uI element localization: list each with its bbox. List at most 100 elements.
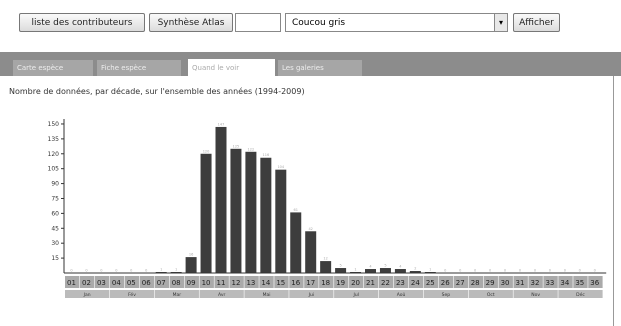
- x-tick-label: 04: [112, 279, 121, 287]
- y-tick-label: 75: [51, 195, 59, 202]
- bar-value-label: 116: [263, 153, 270, 157]
- x-tick-label: 34: [560, 279, 569, 287]
- decade-cell: [109, 276, 125, 288]
- x-tick-label: 35: [575, 279, 584, 287]
- bar-value-label: 0: [489, 269, 491, 273]
- bar-value-label: 42: [308, 227, 312, 231]
- month-cell: [513, 290, 558, 298]
- x-tick-label: 14: [261, 279, 270, 287]
- bar: [335, 268, 347, 273]
- tab-label: Quand le voir: [192, 63, 240, 72]
- bar-value-label: 1: [429, 268, 431, 272]
- bar-value-label: 120: [203, 149, 210, 153]
- month-cell: [289, 290, 334, 298]
- bar-value-label: 0: [100, 269, 102, 273]
- x-tick-label: 12: [231, 279, 240, 287]
- x-tick-label: 16: [291, 279, 300, 287]
- y-tick-label: 90: [51, 181, 59, 188]
- atlas-synthesis-button[interactable]: Synthèse Atlas: [149, 13, 233, 32]
- decade-cell: [289, 276, 304, 288]
- tab-label: Carte espèce: [17, 64, 64, 72]
- x-tick-label: 18: [321, 279, 330, 287]
- decade-cell: [453, 276, 469, 288]
- show-button[interactable]: Afficher: [513, 13, 560, 32]
- bar: [394, 269, 406, 273]
- month-cell: [558, 290, 603, 298]
- y-tick-label: 105: [48, 166, 60, 173]
- x-tick-label: 30: [501, 279, 510, 287]
- decade-cell: [65, 276, 80, 288]
- bar-value-label: 2: [414, 267, 416, 271]
- x-tick-label: 17: [306, 279, 315, 287]
- tab-les-galeries[interactable]: Les galeries: [278, 60, 362, 76]
- y-tick-label: 30: [51, 240, 59, 247]
- decade-cell: [408, 276, 424, 288]
- tab-quand-le-voir[interactable]: Quand le voir: [188, 59, 275, 76]
- x-tick-label: 28: [471, 279, 480, 287]
- month-label: Jan: [83, 292, 91, 298]
- filter-input[interactable]: [235, 13, 281, 32]
- bar: [365, 269, 376, 273]
- bar-value-label: 0: [145, 269, 147, 273]
- decade-cell: [378, 276, 394, 288]
- x-tick-label: 23: [396, 279, 405, 287]
- bar: [185, 257, 197, 273]
- decade-cell: [423, 276, 439, 288]
- bar-value-label: 12: [323, 257, 327, 261]
- month-label: Sep: [442, 292, 451, 298]
- contributors-button[interactable]: liste des contributeurs: [19, 13, 145, 32]
- bar-value-label: 0: [594, 269, 596, 273]
- right-border: [613, 76, 614, 326]
- decade-cell: [184, 276, 199, 288]
- bar-value-label: 0: [115, 269, 117, 273]
- x-tick-label: 32: [530, 279, 539, 287]
- bar-value-label: 5: [339, 264, 341, 268]
- month-label: Aoû: [397, 291, 406, 298]
- bar-value-label: 125: [233, 144, 240, 148]
- x-tick-label: 20: [351, 279, 360, 287]
- x-tick-label: 07: [157, 279, 166, 287]
- x-tick-label: 22: [381, 279, 390, 287]
- x-tick-label: 13: [246, 279, 255, 287]
- month-label: Jui: [308, 292, 314, 298]
- decade-cell: [364, 276, 379, 288]
- tab-label: Fiche espèce: [101, 64, 147, 72]
- bar: [260, 157, 272, 273]
- x-tick-label: 25: [426, 279, 435, 287]
- tab-label: Les galeries: [282, 64, 324, 72]
- bar-value-label: 147: [218, 122, 225, 126]
- month-cell: [244, 290, 289, 298]
- bar-value-label: 4: [399, 265, 402, 269]
- decade-cell: [139, 276, 155, 288]
- month-label: Déc: [576, 291, 585, 298]
- bar-value-label: 1: [160, 268, 162, 272]
- y-tick-label: 135: [48, 136, 60, 143]
- x-tick-label: 09: [187, 279, 196, 287]
- dropdown-arrow-icon[interactable]: ▾: [494, 14, 507, 31]
- month-cell: [334, 290, 379, 298]
- x-tick-label: 36: [590, 279, 599, 287]
- bar: [305, 231, 317, 273]
- x-tick-label: 10: [202, 279, 211, 287]
- bar-value-label: 0: [564, 269, 566, 273]
- x-tick-label: 03: [97, 279, 106, 287]
- species-select[interactable]: Coucou gris ▾: [285, 13, 508, 32]
- decade-cell: [393, 276, 409, 288]
- decade-cell: [244, 276, 259, 288]
- decade-cell: [259, 276, 274, 288]
- decade-cell: [154, 276, 170, 288]
- month-cell: [199, 290, 244, 298]
- x-tick-label: 33: [545, 279, 554, 287]
- tab-carte-espece[interactable]: Carte espèce: [13, 60, 93, 76]
- x-tick-label: 01: [67, 279, 76, 287]
- chart-title: Nombre de données, par décade, sur l'ens…: [9, 87, 305, 96]
- tab-fiche-espece[interactable]: Fiche espèce: [97, 60, 181, 76]
- bar-value-label: 0: [549, 269, 551, 273]
- bar: [275, 169, 287, 273]
- decade-cell: [543, 276, 558, 288]
- decade-cell: [528, 276, 543, 288]
- x-tick-label: 27: [456, 279, 465, 287]
- month-label: Nov: [531, 292, 540, 298]
- decade-cell: [498, 276, 513, 288]
- decade-cell: [319, 276, 334, 288]
